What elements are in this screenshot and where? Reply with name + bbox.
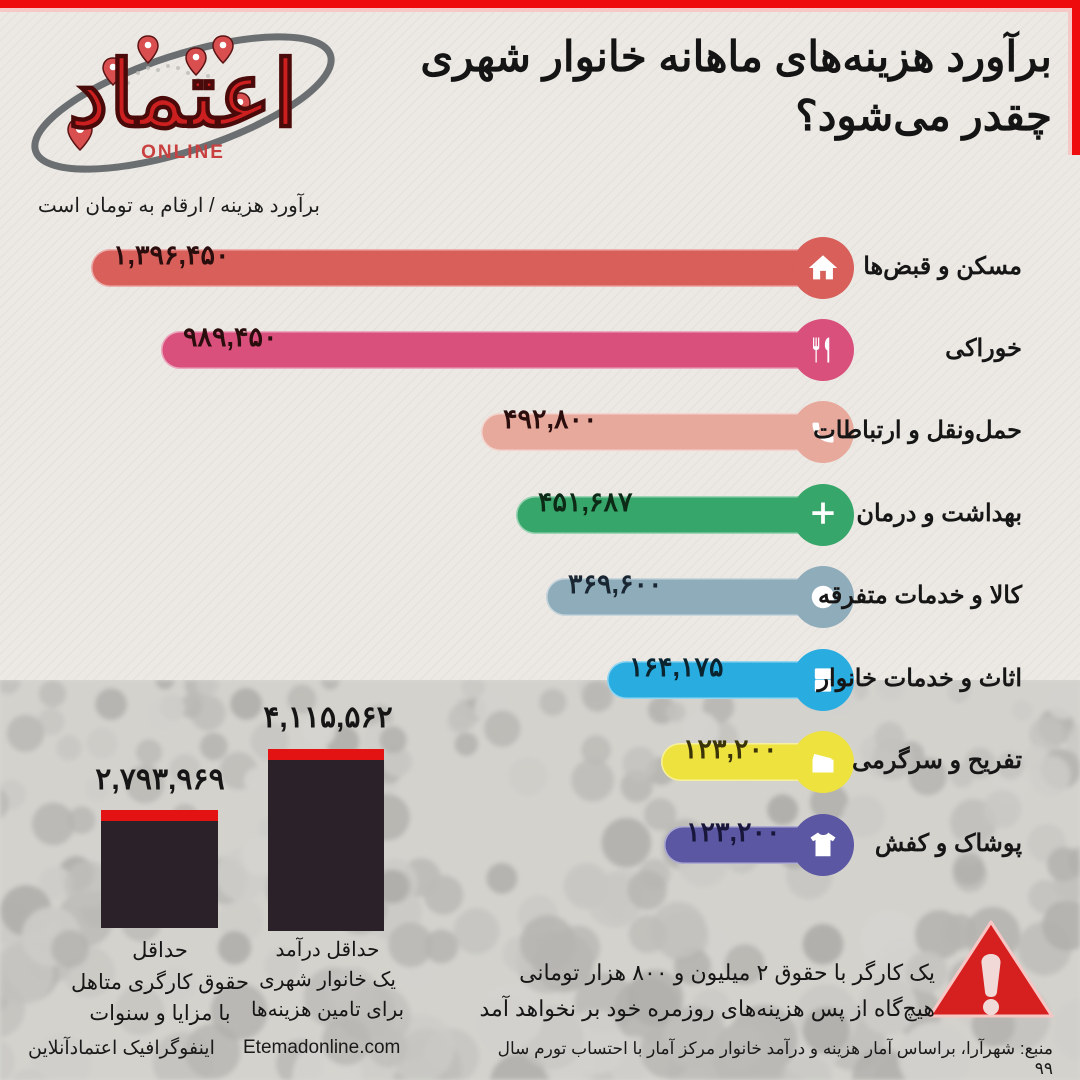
svg-text:اعتماد: اعتماد (68, 44, 298, 146)
svg-text:ONLINE: ONLINE (141, 142, 225, 163)
